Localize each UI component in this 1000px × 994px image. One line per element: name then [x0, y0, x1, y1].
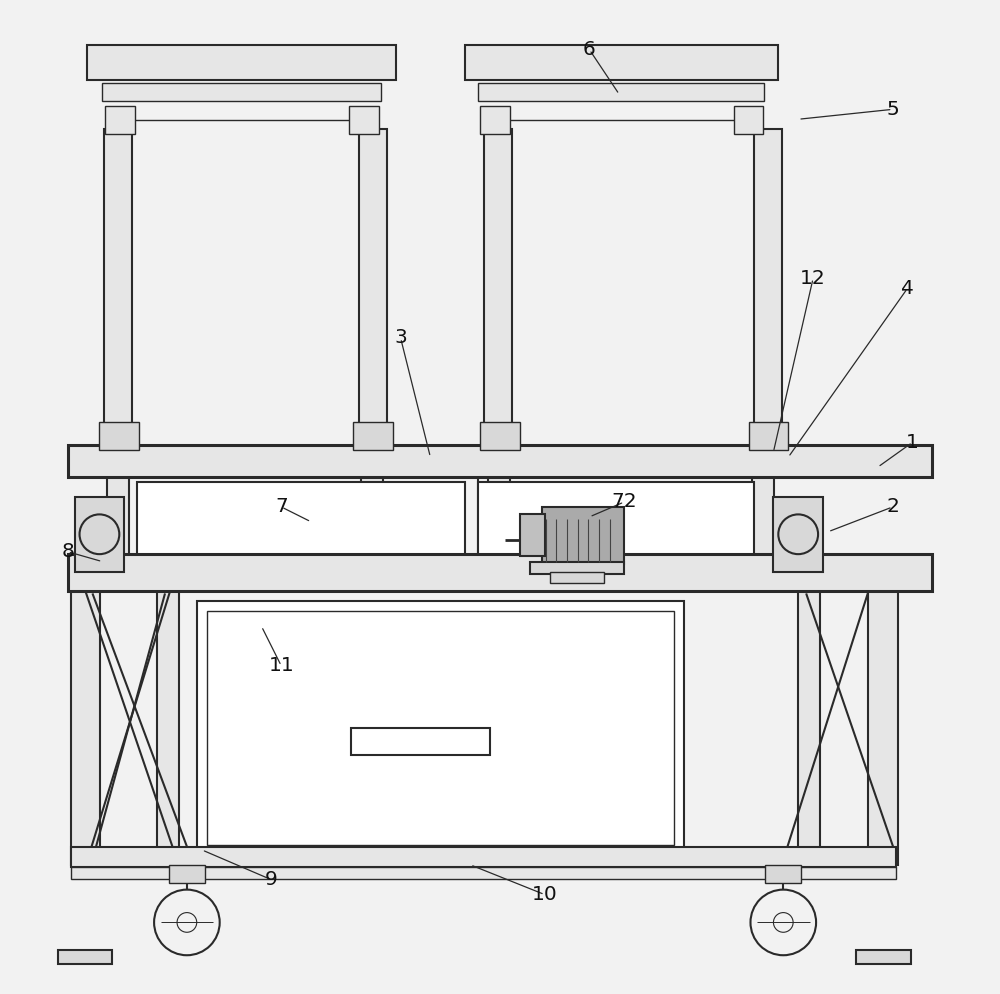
FancyBboxPatch shape — [798, 591, 820, 865]
Text: 11: 11 — [268, 656, 294, 676]
FancyBboxPatch shape — [478, 482, 754, 577]
FancyBboxPatch shape — [748, 422, 788, 450]
FancyBboxPatch shape — [478, 83, 764, 101]
FancyBboxPatch shape — [157, 591, 179, 865]
FancyBboxPatch shape — [359, 129, 387, 449]
FancyBboxPatch shape — [856, 950, 911, 964]
FancyBboxPatch shape — [480, 106, 510, 134]
FancyBboxPatch shape — [734, 106, 763, 134]
FancyBboxPatch shape — [71, 867, 896, 879]
Text: 8: 8 — [61, 542, 74, 562]
Text: 1: 1 — [906, 432, 919, 452]
FancyBboxPatch shape — [361, 477, 383, 581]
FancyBboxPatch shape — [137, 482, 465, 577]
Text: 4: 4 — [901, 278, 914, 298]
Text: 2: 2 — [886, 497, 899, 517]
FancyBboxPatch shape — [480, 422, 520, 450]
FancyBboxPatch shape — [68, 445, 932, 477]
FancyBboxPatch shape — [87, 45, 396, 80]
FancyBboxPatch shape — [197, 601, 684, 855]
FancyBboxPatch shape — [754, 129, 782, 449]
FancyBboxPatch shape — [520, 514, 545, 556]
FancyBboxPatch shape — [349, 106, 379, 134]
FancyBboxPatch shape — [68, 554, 932, 591]
FancyBboxPatch shape — [351, 728, 490, 755]
FancyBboxPatch shape — [550, 572, 604, 583]
FancyBboxPatch shape — [207, 611, 674, 845]
Text: 10: 10 — [532, 885, 558, 905]
FancyBboxPatch shape — [75, 497, 124, 572]
FancyBboxPatch shape — [71, 847, 896, 867]
Text: 3: 3 — [394, 328, 407, 348]
FancyBboxPatch shape — [105, 106, 135, 134]
FancyBboxPatch shape — [484, 129, 512, 449]
FancyBboxPatch shape — [102, 83, 381, 101]
Text: 72: 72 — [611, 492, 637, 512]
FancyBboxPatch shape — [465, 45, 778, 80]
FancyBboxPatch shape — [353, 422, 393, 450]
Text: 9: 9 — [265, 870, 278, 890]
FancyBboxPatch shape — [107, 477, 129, 581]
Text: 7: 7 — [275, 497, 288, 517]
Text: 5: 5 — [886, 99, 899, 119]
FancyBboxPatch shape — [71, 591, 100, 865]
FancyBboxPatch shape — [773, 497, 823, 572]
Text: 6: 6 — [583, 40, 596, 60]
FancyBboxPatch shape — [765, 865, 801, 883]
FancyBboxPatch shape — [542, 507, 624, 564]
FancyBboxPatch shape — [99, 422, 139, 450]
FancyBboxPatch shape — [488, 477, 510, 581]
FancyBboxPatch shape — [169, 865, 205, 883]
Text: 12: 12 — [800, 268, 826, 288]
FancyBboxPatch shape — [104, 129, 132, 449]
FancyBboxPatch shape — [752, 477, 774, 581]
FancyBboxPatch shape — [58, 950, 112, 964]
FancyBboxPatch shape — [868, 591, 898, 865]
FancyBboxPatch shape — [530, 562, 624, 574]
